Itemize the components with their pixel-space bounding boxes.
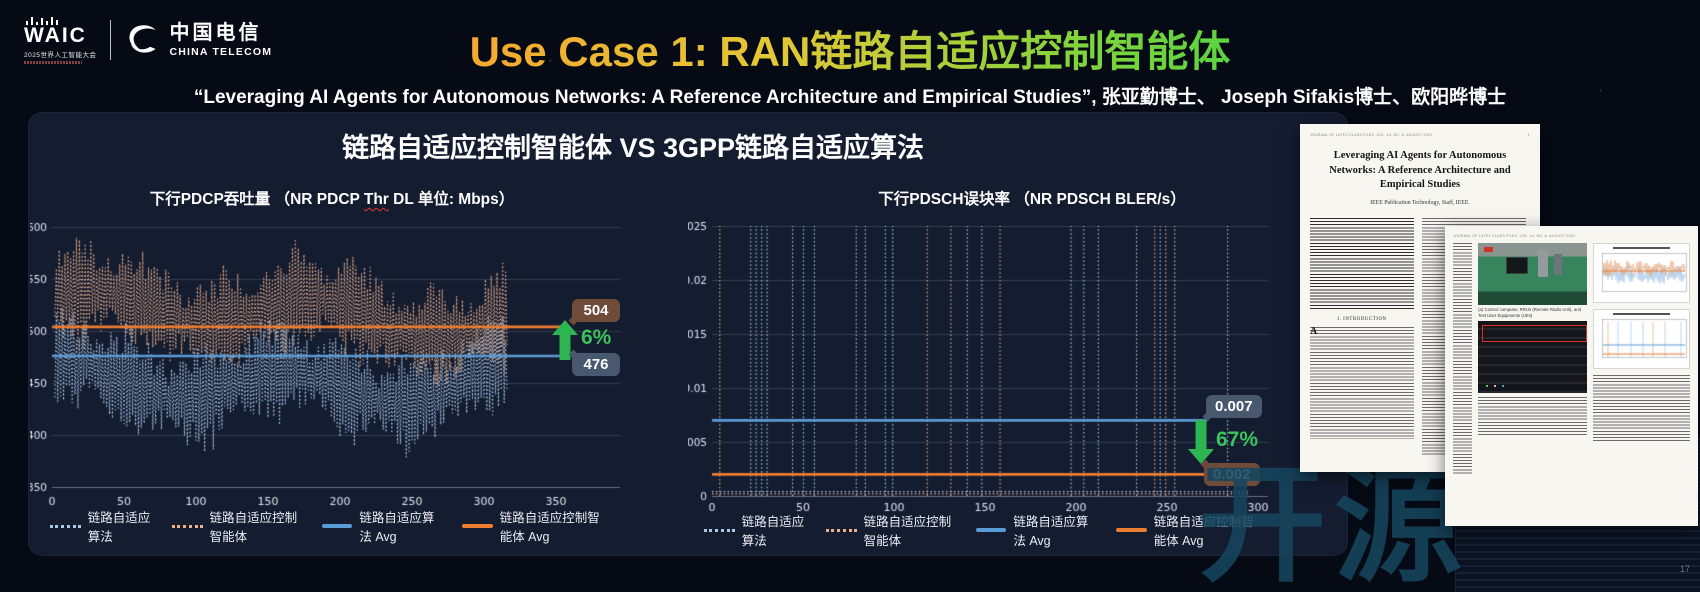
page-title: Use Case 1: RAN链路自适应控制智能体 [0, 18, 1700, 79]
dropcap: A [1310, 326, 1318, 338]
algorithm-bler-badge: 0.007 [1206, 395, 1262, 418]
starfield-decoration [0, 0, 1, 1]
legend-item: 链路自适应控制智能体 [171, 507, 302, 545]
legend-swatch-dotted [171, 524, 203, 528]
mini-chart-throughput [1593, 243, 1690, 303]
bler-chart [688, 204, 1288, 516]
lab-photo-rack [1478, 321, 1587, 394]
legend-label: 链路自适应算法 [741, 515, 805, 548]
waic-tagline-stripe [24, 61, 82, 65]
waic-subtitle: 2025世界人工智能大会 [24, 49, 96, 59]
bler-reduction-percent: 67% [1216, 428, 1259, 451]
mini-chart-title-stripe [1613, 313, 1670, 315]
decrease-arrow-icon [1188, 420, 1214, 464]
journal-header-left: JOURNAL OF LATEX CLASS FILES, VOL. 14, N… [1310, 133, 1433, 137]
legend-label: 链路自适应控制智能体 Avg [1153, 515, 1254, 548]
legend-swatch-dotted [50, 524, 81, 528]
legend-label: 链路自适应控制智能体 Avg [499, 511, 600, 544]
status-led [1502, 385, 1505, 388]
mini-chart-title-stripe [1613, 247, 1670, 249]
legend-swatch-dotted [704, 528, 735, 532]
legend-swatch-dotted [825, 528, 857, 532]
china-telecom-en: CHINA TELECOM [169, 46, 272, 58]
bler-chart-legend: 链路自适应算法 链路自适应控制智能体 链路自适应算法 Avg 链路自适应控制智能体 A… [704, 511, 1264, 549]
status-led [1486, 385, 1489, 388]
red-label-chip [1484, 247, 1494, 252]
waic-logo-marks [26, 16, 58, 25]
journal-header-2: JOURNAL OF LATEX CLASS FILES, VOL. 14, N… [1453, 234, 1690, 238]
rru-unit-2 [1554, 254, 1563, 275]
intro-text-block: A [1310, 326, 1414, 440]
agent-bler-badge: 0.002 [1204, 463, 1260, 486]
figure-caption-a: (a) Control computer, RRUs (Remote Radio… [1478, 307, 1582, 318]
rack-slats [1478, 321, 1587, 394]
legend-item: 链路自适应算法 Avg [975, 511, 1096, 549]
agent-avg-badge: 504 [572, 299, 620, 322]
legend-item: 链路自适应算法 [704, 511, 806, 549]
legend-item: 链路自适应控制智能体 Avg [461, 507, 610, 545]
throughput-chart-title: 下行PDCP吞吐量 （NR PDCP Thr DL 单位: Mbps） [149, 191, 515, 208]
legend-swatch-solid [461, 524, 493, 528]
china-telecom-logo: 中国电信 CHINA TELECOM [125, 22, 272, 58]
paper-figures-column: (a) Control computer, RRUs (Remote Radio… [1478, 243, 1587, 475]
journal-header-left-2: JOURNAL OF LATEX CLASS FILES, VOL. 14, N… [1453, 234, 1576, 238]
control-computer [1506, 257, 1529, 274]
waic-wordmark: WAIC [24, 24, 87, 47]
status-led [1494, 385, 1497, 388]
throughput-chart [30, 204, 630, 516]
paper-column-left: I. INTRODUCTION A [1310, 218, 1414, 456]
legend-item: 链路自适应算法 [50, 507, 152, 545]
logo-bar: WAIC 2025世界人工智能大会 中国电信 CHINA TELECOM [24, 16, 272, 65]
increase-arrow-icon [552, 320, 578, 360]
paper-section-heading: I. INTRODUCTION [1337, 317, 1387, 323]
paper-authors: IEEE Publication Technology, Staff, IEEE… [1370, 200, 1470, 207]
logo-divider [110, 20, 112, 61]
paper-text-block [1478, 397, 1587, 436]
journal-page-number: 1 [1527, 133, 1530, 137]
china-telecom-icon [129, 25, 157, 53]
legend-swatch-solid [975, 528, 1007, 532]
legend-swatch-solid [321, 524, 353, 528]
red-highlight-box [1482, 325, 1587, 343]
china-telecom-wordmark: 中国电信 CHINA TELECOM [169, 23, 272, 58]
legend-item: 链路自适应控制智能体 [825, 511, 956, 549]
legend-label: 链路自适应控制智能体 [863, 515, 952, 548]
rru-unit [1538, 250, 1549, 277]
china-telecom-cn: 中国电信 [169, 23, 272, 43]
paper-title: Leveraging AI Agents for Autonomous Netw… [1329, 150, 1511, 191]
mini-chart-bler [1593, 309, 1690, 369]
throughput-gain-percent: 6% [581, 326, 612, 349]
mini-chart-throughput-canvas [1594, 251, 1689, 297]
slide-page-number: 17 [1680, 564, 1691, 574]
legend-item: 链路自适应算法 Avg [321, 507, 442, 545]
watermark-text: 开源 [1198, 454, 1471, 592]
legend-item: 链路自适应控制智能体 Avg [1115, 511, 1264, 549]
mini-chart-bler-canvas [1594, 317, 1689, 363]
paper-text-strip [1453, 243, 1473, 475]
paper-charts-column [1593, 243, 1690, 475]
bler-chart-title: 下行PDSCH误块率 （NR PDSCH BLER/s） [878, 191, 1186, 208]
lab-photo-equipment [1478, 243, 1587, 305]
throughput-chart-legend: 链路自适应算法 链路自适应控制智能体 链路自适应算法 Avg 链路自适应控制智能体 A… [50, 507, 610, 545]
paper-page-2-body: (a) Control computer, RRUs (Remote Radio… [1453, 243, 1690, 475]
waic-logo: WAIC 2025世界人工智能大会 [24, 16, 96, 65]
legend-label: 链路自适应算法 Avg [359, 511, 435, 544]
paper-text-block [1593, 375, 1690, 441]
paper-citation: “Leveraging AI Agents for Autonomous Net… [193, 87, 1507, 108]
legend-label: 链路自适应控制智能体 [209, 511, 298, 544]
legend-label: 链路自适应算法 Avg [1013, 515, 1089, 548]
legend-swatch-solid [1115, 528, 1147, 532]
panel-title: 链路自适应控制智能体 VS 3GPP链路自适应算法 [341, 133, 925, 163]
legend-label: 链路自适应算法 [87, 511, 151, 544]
spellcheck-underline: Thr [363, 191, 389, 208]
abstract-text-block [1310, 218, 1414, 311]
journal-header: JOURNAL OF LATEX CLASS FILES, VOL. 14, N… [1310, 133, 1530, 137]
algorithm-avg-badge: 476 [572, 353, 620, 376]
paper-page-2: JOURNAL OF LATEX CLASS FILES, VOL. 14, N… [1445, 226, 1698, 526]
